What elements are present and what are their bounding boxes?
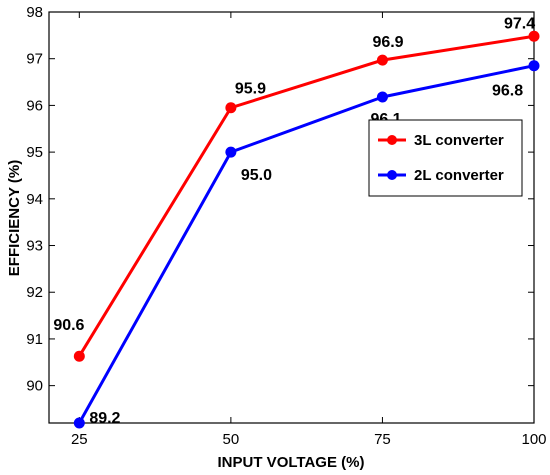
- y-tick-label: 91: [26, 331, 43, 348]
- data-label-3l: 90.6: [53, 317, 84, 334]
- x-axis: 25 50 75 100: [71, 12, 547, 448]
- y-tick-label: 92: [26, 284, 43, 301]
- plot-area: [48, 11, 535, 424]
- y-tick-label: 98: [26, 4, 43, 21]
- data-label-3l: 97.4: [504, 15, 535, 32]
- y-tick-label: 97: [26, 51, 43, 68]
- x-tick-label: 100: [521, 431, 546, 448]
- y-tick-label: 90: [26, 378, 43, 395]
- legend-label-3l: 3L converter: [414, 132, 504, 149]
- data-label-3l: 95.9: [235, 81, 266, 98]
- legend-box: [368, 119, 523, 197]
- legend-label-2l: 2L converter: [414, 167, 504, 184]
- x-tick-label: 75: [374, 431, 391, 448]
- y-tick-label: 93: [26, 238, 43, 255]
- data-point-2l: [225, 146, 237, 158]
- series-layer: [73, 30, 540, 429]
- series-line-2l: [78, 64, 535, 424]
- x-tick-label: 25: [71, 431, 88, 448]
- y-tick-label: 94: [26, 191, 43, 208]
- data-label-2l: 95.0: [241, 167, 272, 184]
- y-axis-label: EFFICIENCY (%): [6, 160, 23, 276]
- data-point-3l: [225, 102, 237, 114]
- data-label-3l: 96.9: [372, 34, 403, 51]
- data-point-3l: [376, 54, 388, 66]
- data-point-3l: [73, 350, 85, 362]
- data-point-2l: [73, 417, 85, 429]
- y-tick-label: 96: [26, 97, 43, 114]
- y-tick-label: 95: [26, 144, 43, 161]
- x-axis-label: INPUT VOLTAGE (%): [218, 454, 365, 471]
- data-point-3l: [528, 30, 540, 42]
- data-label-2l: 96.8: [492, 83, 523, 100]
- data-point-2l: [376, 91, 388, 103]
- data-point-2l: [528, 60, 540, 72]
- legend: 3L converter 2L converter: [368, 119, 523, 197]
- data-label-2l: 89.2: [89, 410, 120, 427]
- series-line-3l: [78, 34, 535, 357]
- legend-marker-3l: [387, 135, 397, 145]
- x-tick-label: 50: [223, 431, 240, 448]
- y-axis: 90 91 92 93 94 95 96 97 98: [26, 4, 534, 395]
- legend-marker-2l: [387, 170, 397, 180]
